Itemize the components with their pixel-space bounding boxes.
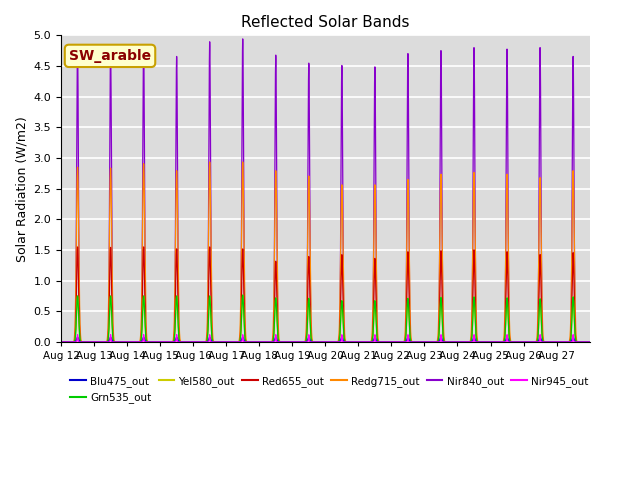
Title: Reflected Solar Bands: Reflected Solar Bands: [241, 15, 410, 30]
Y-axis label: Solar Radiation (W/m2): Solar Radiation (W/m2): [15, 116, 28, 262]
Legend: Blu475_out, Grn535_out, Yel580_out, Red655_out, Redg715_out, Nir840_out, Nir945_: Blu475_out, Grn535_out, Yel580_out, Red6…: [66, 372, 593, 408]
Text: SW_arable: SW_arable: [69, 49, 151, 63]
